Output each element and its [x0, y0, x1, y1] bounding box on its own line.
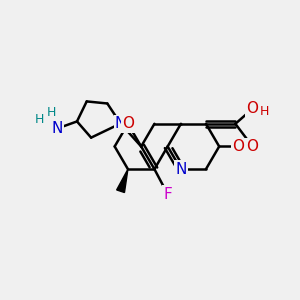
- Text: H: H: [260, 105, 269, 118]
- Text: O: O: [247, 139, 259, 154]
- Text: H: H: [35, 113, 44, 126]
- Text: F: F: [163, 187, 172, 202]
- Text: N: N: [52, 121, 63, 136]
- Text: O: O: [122, 116, 134, 131]
- Text: N: N: [115, 116, 126, 131]
- Polygon shape: [117, 169, 128, 193]
- Text: O: O: [232, 139, 244, 154]
- Text: N: N: [175, 162, 187, 177]
- Text: O: O: [247, 101, 259, 116]
- Text: H: H: [47, 106, 56, 119]
